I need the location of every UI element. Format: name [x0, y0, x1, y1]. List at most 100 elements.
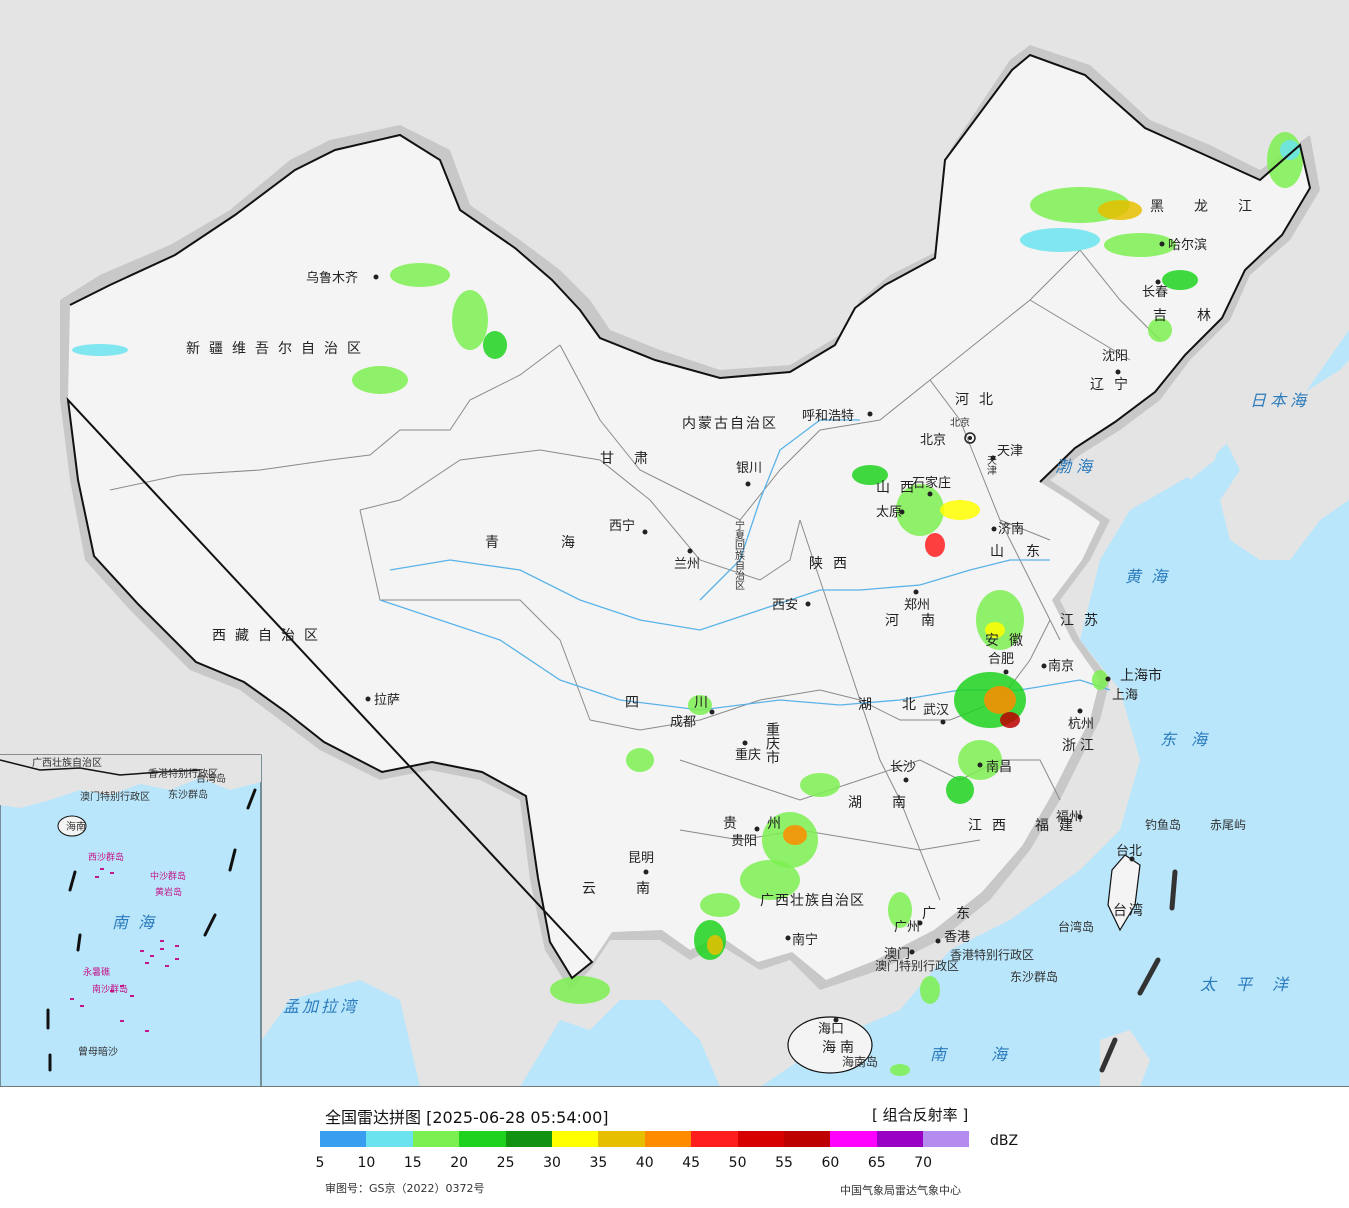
dbz-color-swatch	[459, 1131, 506, 1147]
city-marker	[1129, 856, 1135, 862]
city-label: 台北	[1116, 844, 1142, 859]
radar-echo	[888, 892, 912, 928]
sea-labels: 渤海 黄海 东海 日本海 南海 太平洋 孟加拉湾	[283, 391, 1310, 1064]
inset-island-dot	[100, 868, 104, 870]
city-label: 南宁	[792, 932, 818, 948]
dbz-color-swatch	[551, 1131, 599, 1147]
dbz-tick: 35	[589, 1155, 608, 1171]
label-chiweiyu: 赤尾屿	[1210, 818, 1246, 832]
label-hongkong: 香港特别行政区	[950, 947, 1034, 962]
city-marker	[991, 526, 997, 532]
inset-island-dot	[145, 962, 149, 964]
city-label: 昆明	[628, 851, 654, 866]
radar-echo	[946, 776, 974, 804]
label-shanghai: 上海市	[1120, 667, 1162, 684]
inset-island-dot	[120, 1020, 124, 1022]
city-marker	[754, 826, 760, 832]
inset-label-zengmu: 曾母暗沙	[78, 1045, 118, 1058]
radar-echo	[707, 935, 723, 955]
city-label: 武汉	[923, 703, 949, 718]
city-marker	[977, 762, 983, 768]
dbz-color-swatch	[691, 1131, 738, 1147]
inset-island-dot	[175, 958, 179, 960]
city-marker	[1105, 676, 1111, 682]
city-label: 北京	[920, 433, 946, 448]
inset-island-dot	[95, 876, 99, 878]
inset-island-dot	[140, 950, 144, 952]
label-heilongjiang: 黑龙江	[1150, 199, 1282, 215]
korea	[1160, 370, 1225, 480]
label-guangxi: 广西壮族自治区	[760, 893, 865, 909]
label-gansu: 甘肃	[600, 451, 668, 467]
city-label: 重庆	[735, 747, 761, 763]
city-label: 郑州	[904, 598, 930, 613]
inset-label-xisha: 西沙群岛	[88, 851, 124, 863]
label-huanghai: 黄海	[1125, 567, 1177, 586]
dbz-tick: 40	[635, 1155, 654, 1171]
inset-label-hongkong: 香港特别行政区	[148, 767, 218, 780]
city-marker	[365, 696, 371, 702]
city-marker	[785, 935, 791, 941]
inset-label-dongsha: 东沙群岛	[168, 788, 208, 801]
label-shanxi: 山西	[876, 480, 924, 496]
label-beijing-region: 北京	[950, 416, 970, 429]
label-shaanxi: 陕西	[809, 556, 857, 572]
city-marker	[642, 529, 648, 535]
dbz-tick: 20	[450, 1155, 469, 1171]
dbz-color-swatch	[598, 1131, 645, 1147]
label-henan: 河南	[885, 613, 957, 629]
city-label: 兰州	[674, 557, 700, 572]
producer-credit: 中国气象局雷达气象中心	[840, 1184, 961, 1197]
dbz-tick: 50	[728, 1155, 747, 1171]
city-marker	[1155, 279, 1161, 285]
dbz-color-swatch	[737, 1131, 784, 1147]
inset-label-guangxi: 广西壮族自治区	[32, 756, 102, 769]
province-boundaries	[109, 249, 1161, 901]
dbz-tick: 15	[403, 1155, 422, 1171]
radar-map[interactable]: 新疆维吾尔自治区 西藏自治区 青海 甘肃 内蒙古自治区 黑龙江 吉林 辽宁 河北…	[0, 0, 1349, 1087]
city-marker	[990, 455, 996, 461]
radar-echo	[550, 976, 610, 1004]
label-hubei: 湖北	[858, 697, 946, 713]
hainan-island	[787, 1016, 873, 1074]
label-japan-sea: 日本海	[1250, 391, 1310, 410]
province-labels: 新疆维吾尔自治区 西藏自治区 青海 甘肃 内蒙古自治区 黑龙江 吉林 辽宁 河北…	[186, 199, 1282, 1056]
city-marker	[913, 589, 919, 595]
dbz-tick: 30	[543, 1155, 561, 1171]
city-label: 杭州	[1068, 717, 1094, 732]
city-marker	[917, 920, 923, 926]
city-label: 澳门	[884, 946, 910, 962]
radar-echo	[452, 290, 488, 350]
city-label: 呼和浩特	[802, 409, 854, 424]
label-guangdong: 广东	[922, 906, 990, 922]
radar-echo	[740, 860, 800, 900]
radar-echo	[1020, 228, 1100, 252]
dbz-tick: 25	[496, 1155, 515, 1171]
city-label: 沈阳	[1102, 349, 1128, 364]
radar-echo	[896, 484, 944, 536]
radar-echo	[72, 344, 128, 356]
dbz-color-swatch	[830, 1131, 877, 1147]
city-label: 济南	[998, 521, 1024, 537]
label-chongqing: 重庆市	[764, 722, 780, 764]
map-approval-number: 审图号：GS京（2022）0372号	[325, 1182, 485, 1195]
radar-echo	[390, 263, 450, 287]
dbz-tick: 5	[315, 1155, 325, 1171]
label-donghai: 东海	[1160, 730, 1222, 749]
city-label: 福州	[1056, 810, 1082, 825]
label-shandong: 山东	[990, 544, 1062, 560]
radar-echo	[984, 686, 1016, 714]
label-bohai: 渤海	[1055, 457, 1097, 476]
label-guizhou: 贵州	[723, 816, 811, 832]
radar-echo	[626, 748, 654, 772]
inset-island-dot	[70, 998, 74, 1000]
south-china-sea-inset[interactable]: 广西壮族自治区 香港特别行政区 澳门特别行政区 海南 台湾岛 东沙群岛 西沙群岛…	[0, 754, 262, 1087]
city-label: 拉萨	[374, 693, 400, 708]
label-taiwan-island: 台湾岛	[1058, 919, 1094, 934]
radar-echo	[925, 533, 945, 557]
inset-island-dot	[130, 995, 134, 997]
label-diaoyudao: 钓鱼岛	[1145, 817, 1181, 832]
city-label: 长沙	[890, 760, 916, 775]
city-marker	[687, 548, 693, 554]
radar-echo	[920, 976, 940, 1004]
